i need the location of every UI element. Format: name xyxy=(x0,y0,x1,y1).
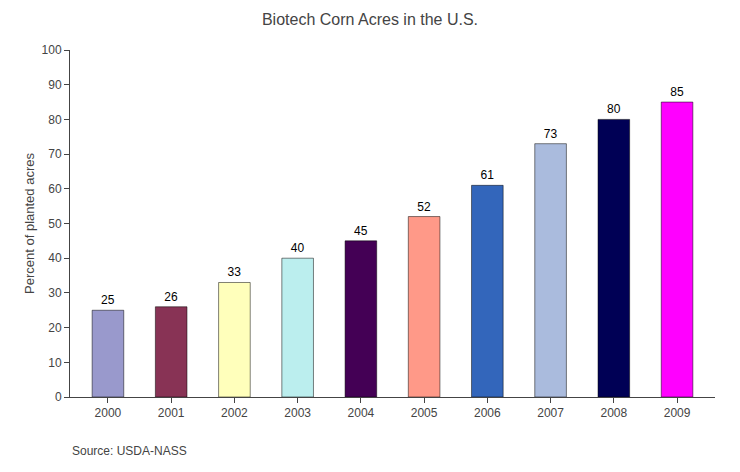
svg-text:70: 70 xyxy=(48,147,62,161)
svg-text:2000: 2000 xyxy=(95,406,122,420)
svg-text:85: 85 xyxy=(670,85,684,99)
svg-text:45: 45 xyxy=(354,224,368,238)
svg-text:Biotech Corn Acres in the U.S.: Biotech Corn Acres in the U.S. xyxy=(262,11,478,28)
svg-text:2006: 2006 xyxy=(474,406,501,420)
svg-text:50: 50 xyxy=(48,217,62,231)
svg-text:Source: USDA-NASS: Source: USDA-NASS xyxy=(72,444,187,458)
svg-text:73: 73 xyxy=(544,127,558,141)
svg-text:90: 90 xyxy=(48,78,62,92)
svg-text:2004: 2004 xyxy=(348,406,375,420)
svg-text:40: 40 xyxy=(291,241,305,255)
svg-text:40: 40 xyxy=(48,251,62,265)
svg-text:30: 30 xyxy=(48,286,62,300)
svg-text:26: 26 xyxy=(164,290,178,304)
svg-text:20: 20 xyxy=(48,321,62,335)
svg-text:2007: 2007 xyxy=(537,406,564,420)
svg-text:2003: 2003 xyxy=(284,406,311,420)
svg-text:2008: 2008 xyxy=(600,406,627,420)
svg-text:2002: 2002 xyxy=(221,406,248,420)
svg-text:60: 60 xyxy=(48,182,62,196)
svg-text:2009: 2009 xyxy=(664,406,691,420)
svg-text:2001: 2001 xyxy=(158,406,185,420)
svg-text:2005: 2005 xyxy=(411,406,438,420)
svg-text:100: 100 xyxy=(42,43,62,57)
svg-text:80: 80 xyxy=(607,102,621,116)
svg-text:0: 0 xyxy=(55,390,62,404)
svg-text:52: 52 xyxy=(417,200,431,214)
svg-text:61: 61 xyxy=(481,168,495,182)
svg-text:33: 33 xyxy=(228,265,242,279)
svg-text:25: 25 xyxy=(101,293,115,307)
svg-text:Percent of planted acres: Percent of planted acres xyxy=(22,153,37,294)
svg-text:10: 10 xyxy=(48,356,62,370)
svg-text:80: 80 xyxy=(48,113,62,127)
